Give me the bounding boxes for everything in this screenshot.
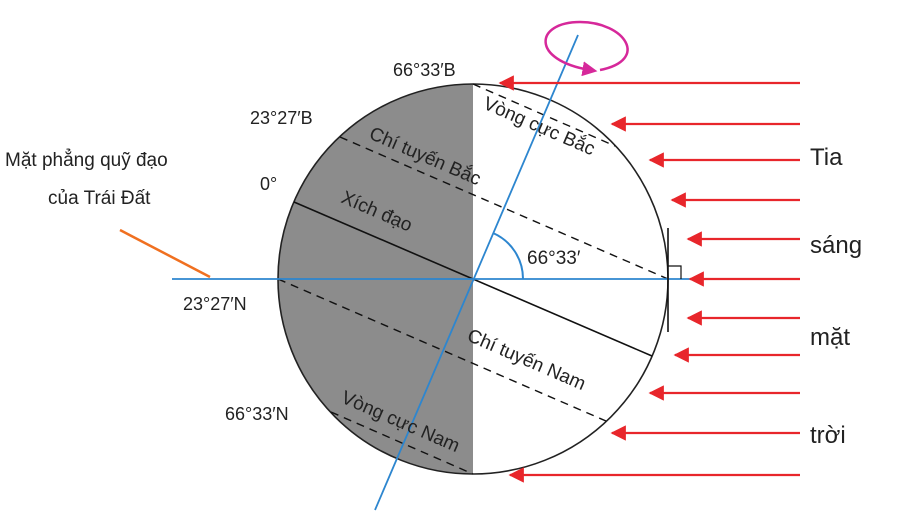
right-angle bbox=[668, 265, 682, 279]
tropic-south-line bbox=[277, 278, 607, 422]
tropic-north-line bbox=[339, 136, 669, 280]
latitude-label: 23°27′B bbox=[250, 108, 313, 128]
earth-axis bbox=[374, 34, 579, 511]
orbit-label: của Trái Đất bbox=[48, 188, 151, 209]
sun-rays bbox=[498, 75, 800, 483]
latitude-label: 66°33′N bbox=[225, 404, 289, 424]
latitude-label: 23°27′N bbox=[183, 294, 247, 314]
sunlight-label: Tia bbox=[810, 144, 843, 171]
rotation-arrow bbox=[544, 20, 629, 77]
angle-arc bbox=[492, 232, 525, 280]
sunlight-label: sáng bbox=[810, 232, 862, 259]
antarctic-line bbox=[330, 411, 474, 475]
sunlight-label: mặt bbox=[810, 324, 850, 351]
pointer bbox=[119, 228, 211, 279]
latitude-label: 66°33′B bbox=[393, 60, 456, 80]
sunlight-label: trời bbox=[810, 422, 846, 449]
latitude-label: 0° bbox=[260, 174, 277, 194]
angle-label: 66°33′ bbox=[527, 248, 581, 269]
orbit-label: Mặt phẳng quỹ đạo bbox=[5, 149, 168, 171]
